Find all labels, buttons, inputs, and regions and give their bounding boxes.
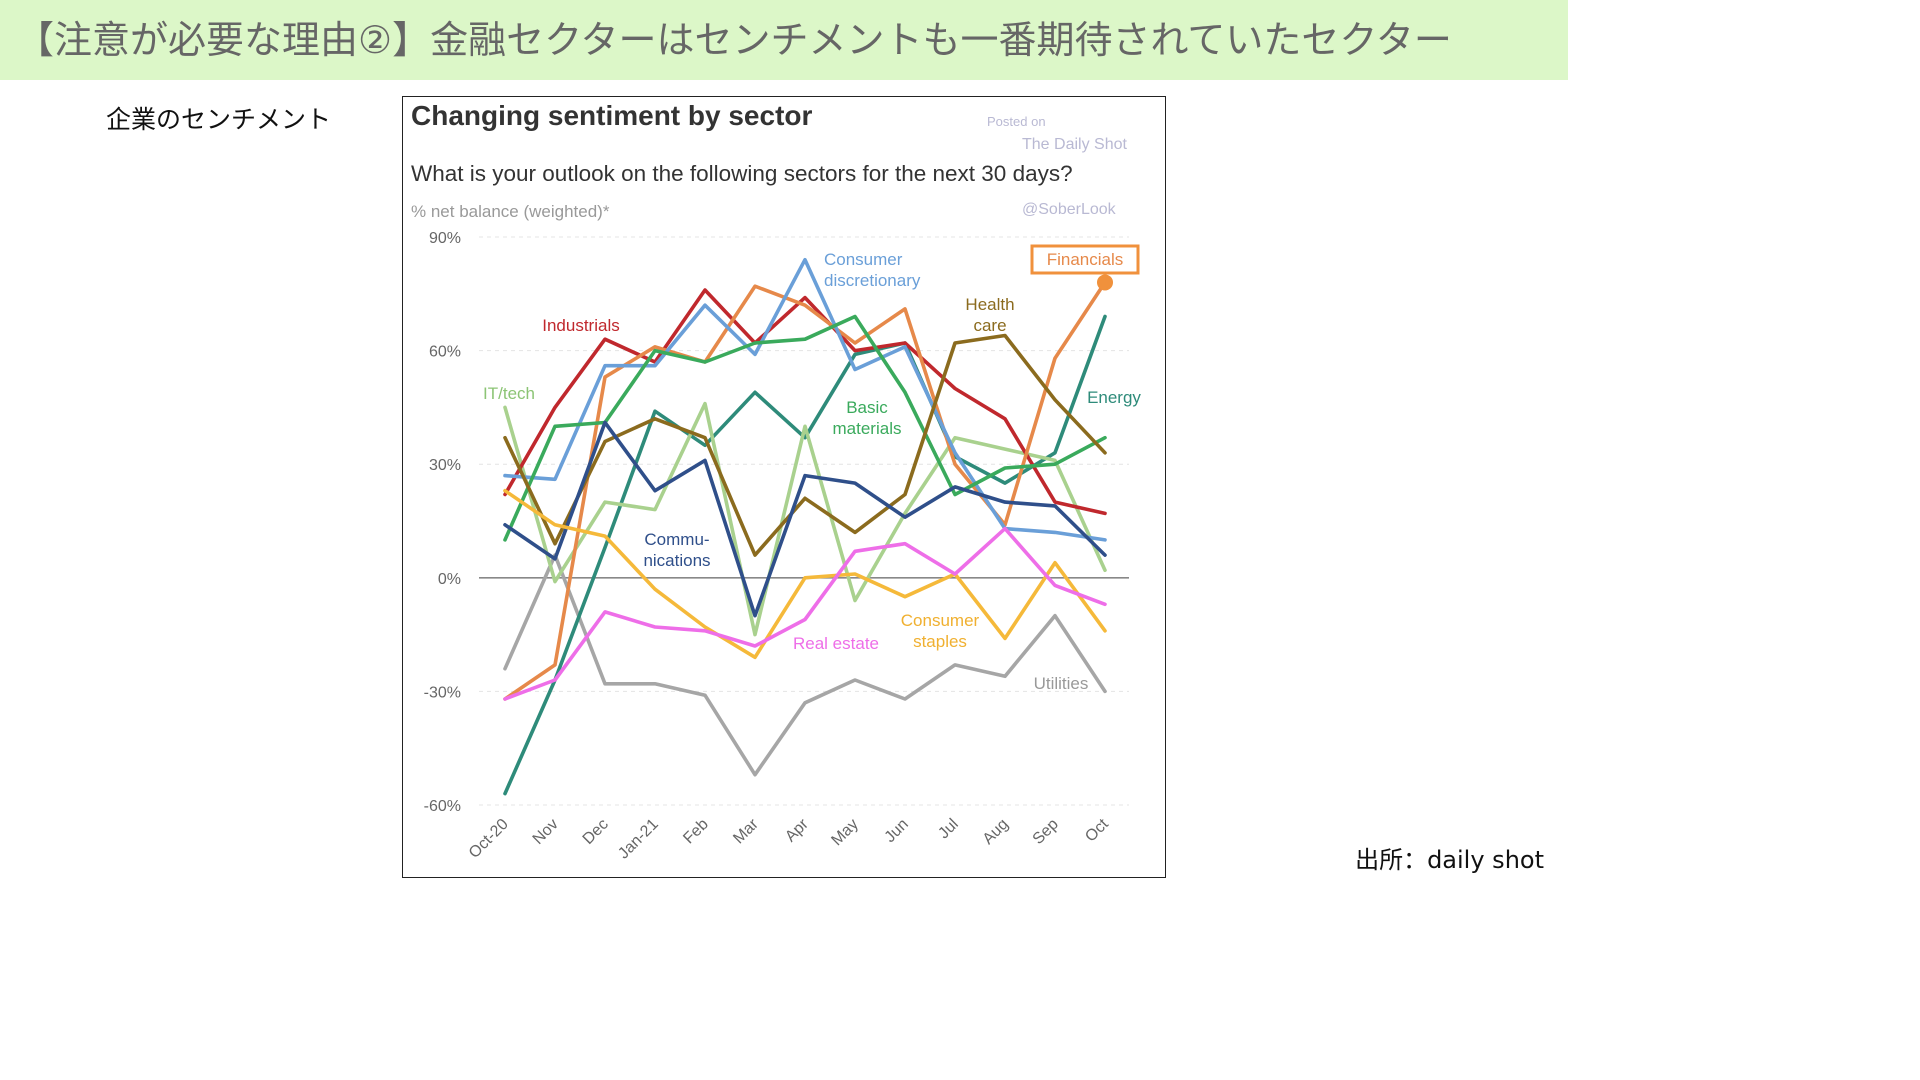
series-label-health-care: Health care [965,295,1014,335]
series-label-line: nications [643,551,710,570]
y-tick-label: -60% [424,798,461,815]
series-label-real-estate: Real estate [793,634,879,653]
series-label-financials: Financials [1047,250,1124,269]
x-tick-label: Oct [1082,815,1112,845]
series-line-industrials [503,288,1107,516]
series-label-energy: Energy [1087,388,1141,407]
series-line-consumer-staples [503,488,1107,660]
series-label-line: Utilities [1034,674,1089,693]
chart-frame: Changing sentiment by sector Posted on T… [402,96,1166,878]
x-tick-label: May [828,816,861,849]
x-tick-label: Nov [530,816,562,848]
sentiment-line-chart: Changing sentiment by sector Posted on T… [411,100,1141,862]
y-tick-label: 60% [429,344,461,361]
series-label-line: materials [833,419,902,438]
y-tick-label: 0% [438,571,461,588]
watermark-handle: @SoberLook [1022,201,1117,218]
x-tick-label: Oct-20 [466,816,512,862]
y-tick-label: 30% [429,457,461,474]
series-label-it-tech: IT/tech [483,384,535,403]
series-label-basic-materials: Basic materials [833,398,902,438]
x-tick-label: Sep [1030,816,1062,848]
x-tick-label: Jun [882,816,912,846]
series-label-industrials: Industrials [542,316,619,335]
series-line-utilities [503,553,1107,777]
series-line-financials [503,280,1107,701]
series-layer [503,257,1113,796]
watermark-site: The Daily Shot [1022,136,1127,153]
series-label-consumer-discretionary: Consumer discretionary [824,250,921,290]
x-tick-label: Jul [935,816,961,842]
series-line-it-tech [503,401,1107,637]
x-tick-label: Aug [980,816,1012,848]
section-label: 企業のセンチメント [106,105,332,134]
series-label-line: Commu- [644,530,709,549]
x-tick-label: Mar [730,815,762,847]
highlight-point [1097,274,1113,291]
x-tick-label: Feb [680,816,712,848]
series-label-line: staples [913,632,967,651]
series-label-line: IT/tech [483,384,535,403]
series-label-line: Consumer [824,250,903,269]
y-tick-label: 90% [429,230,461,247]
series-line-real-estate [503,526,1107,701]
x-tick-label: Dec [580,816,612,848]
y-axis-label: % net balance (weighted)* [411,202,610,221]
series-label-utilities: Utilities [1034,674,1089,693]
chart-subtitle: What is your outlook on the following se… [411,161,1073,186]
series-label-line: Industrials [542,316,619,335]
y-tick-label: -30% [424,684,461,701]
series-label-line: Financials [1047,250,1124,269]
series-label-line: Consumer [901,611,980,630]
series-line-energy [503,314,1107,796]
series-label-line: Energy [1087,388,1141,407]
series-label-line: Real estate [793,634,879,653]
source-note: 出所：daily shot [1355,846,1544,874]
watermark-posted: Posted on [987,114,1046,129]
series-line-communications [503,420,1107,618]
axis-layer: 90% 60% 30% 0% -30% -60% Oct-20 Nov Dec Jan-21 Feb… [424,230,1113,862]
series-label-communications: Commu-nications [643,530,710,570]
series-line-health-care [503,333,1107,557]
financials-highlight-box [1030,244,1140,275]
chart-title: Changing sentiment by sector [411,100,812,131]
series-label-layer: Industrials IT/tech Consumer discretionary F… [483,244,1141,693]
page-title-banner: 【注意が必要な理由②】金融セクターはセンチメントも一番期待されていたセクター [0,0,1568,80]
series-label-line: care [973,316,1006,335]
series-label-consumer-staples: Consumer staples [901,611,980,651]
series-label-line: discretionary [824,271,921,290]
x-tick-label: Jan-21 [615,816,662,863]
series-label-line: Basic [846,398,888,417]
series-label-line: Health [965,295,1014,314]
page-title: 【注意が必要な理由②】金融セクターはセンチメントも一番期待されていたセクター [16,18,1452,62]
x-tick-label: Apr [782,815,812,845]
